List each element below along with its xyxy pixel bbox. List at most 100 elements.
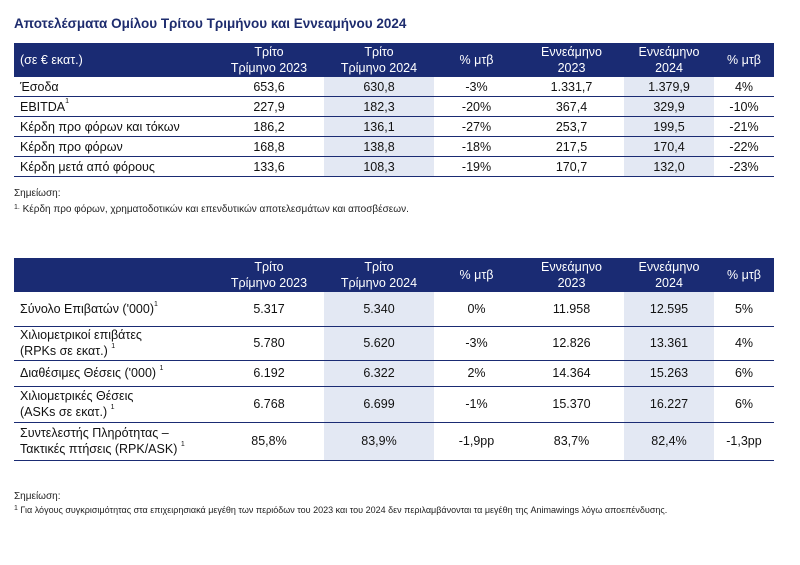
cell-value: 5.620 (324, 326, 434, 361)
column-header: % μτβ (714, 258, 774, 292)
cell-value: 133,6 (214, 156, 324, 177)
cell-value: 83,7% (519, 422, 624, 461)
column-header: % μτβ (434, 43, 519, 77)
cell-value: -22% (714, 136, 774, 157)
column-header-unit (14, 258, 214, 292)
cell-value: 168,8 (214, 136, 324, 157)
cell-value: 199,5 (624, 116, 714, 137)
table-row: Έσοδα 653,6 630,8 -3% 1.331,7 1.379,9 4% (14, 77, 774, 97)
row-label: Χιλιομετρικές Θέσεις (ASKs σε εκατ.) 1 (14, 386, 214, 423)
cell-value: 186,2 (214, 116, 324, 137)
row-label: Κέρδη προ φόρων (14, 136, 214, 157)
cell-value: 108,3 (324, 156, 434, 177)
cell-value: -20% (434, 96, 519, 117)
cell-value: 227,9 (214, 96, 324, 117)
table-row: Χιλιομετρικές Θέσεις (ASKs σε εκατ.) 1 6.7… (14, 386, 774, 423)
cell-value: -3% (434, 77, 519, 97)
row-label-text: EBITDA (20, 99, 66, 114)
footnote-text: Για λόγους συγκρισιμότητας στα επιχειρησ… (20, 505, 668, 515)
cell-value: 6% (714, 360, 774, 387)
row-label: Διαθέσιμες Θέσεις ('000) 1 (14, 360, 214, 387)
cell-value: 6.699 (324, 386, 434, 423)
cell-value: 12.595 (624, 292, 714, 327)
note-title: Σημείωση: (14, 491, 61, 502)
row-label-text: Συντελεστής Πληρότητας – Τακτικές πτήσεις… (20, 426, 181, 456)
footnote-marker: 1 (14, 505, 18, 512)
row-label: Χιλιομετρικοί επιβάτες (RPKs σε εκατ.) 1 (14, 326, 214, 361)
note-title: Σημείωση: (14, 188, 61, 199)
cell-value: 329,9 (624, 96, 714, 117)
cell-value: 82,4% (624, 422, 714, 461)
cell-value: 1.379,9 (624, 77, 714, 97)
cell-value: 15.370 (519, 386, 624, 423)
row-label-text: Κέρδη προ φόρων (20, 139, 123, 154)
cell-value: 5.317 (214, 292, 324, 327)
cell-value: 170,4 (624, 136, 714, 157)
table-row: Διαθέσιμες Θέσεις ('000) 1 6.192 6.322 2% 14… (14, 360, 774, 387)
row-label-text: Διαθέσιμες Θέσεις ('000) (20, 366, 160, 380)
traffic-table: Τρίτο Τρίμηνο 2023 Τρίτο Τρίμηνο 2024% μτβ Ε… (14, 258, 774, 461)
cell-value: 16.227 (624, 386, 714, 423)
cell-value: 4% (714, 77, 774, 97)
cell-value: 367,4 (519, 96, 624, 117)
cell-value: 5.780 (214, 326, 324, 361)
cell-value: -19% (434, 156, 519, 177)
cell-value: 5.340 (324, 292, 434, 327)
footnote-marker: 1 (65, 97, 70, 105)
column-header: Εννεάμηνο 2023 (519, 258, 624, 292)
footnote-marker: 1 (110, 404, 115, 411)
footnote-text: Κέρδη προ φόρων, χρηματοδοτικών και επεν… (22, 204, 409, 215)
table-row: Σύνολο Επιβατών ('000)1 5.317 5.340 0% 11.95… (14, 292, 774, 327)
cell-value: 6.322 (324, 360, 434, 387)
row-label-text: Έσοδα (20, 79, 59, 94)
footnote-marker: 1 (153, 300, 158, 308)
row-label: Σύνολο Επιβατών ('000)1 (14, 292, 214, 327)
row-label-text: Χιλιομετρικοί επιβάτες (RPKs σε εκατ.) (20, 328, 142, 358)
cell-value: -18% (434, 136, 519, 157)
results-table: (σε € εκατ.) Τρίτο Τρίμηνο 2023 Τρίτο Τρίμην… (14, 43, 774, 177)
cell-value: 6.192 (214, 360, 324, 387)
cell-value: -23% (714, 156, 774, 177)
table-header-row: Τρίτο Τρίμηνο 2023 Τρίτο Τρίμηνο 2024% μτβ Ε… (14, 258, 774, 292)
row-label-text: Σύνολο Επιβατών ('000) (20, 301, 154, 316)
column-header: Τρίτο Τρίμηνο 2023 (214, 258, 324, 292)
cell-value: 12.826 (519, 326, 624, 361)
cell-value: 136,1 (324, 116, 434, 137)
cell-value: 5% (714, 292, 774, 327)
cell-value: -3% (434, 326, 519, 361)
row-label-text: Κέρδη μετά από φόρους (20, 159, 155, 174)
table-row: Κέρδη προ φόρων και τόκων 186,2 136,1 -27% 2… (14, 116, 774, 137)
cell-value: 653,6 (214, 77, 324, 97)
column-header: % μτβ (714, 43, 774, 77)
cell-value: 138,8 (324, 136, 434, 157)
cell-value: -21% (714, 116, 774, 137)
column-header: Εννεάμηνο 2024 (624, 258, 714, 292)
row-label-text: Κέρδη προ φόρων και τόκων (20, 119, 180, 134)
cell-value: 2% (434, 360, 519, 387)
cell-value: 85,8% (214, 422, 324, 461)
cell-value: 630,8 (324, 77, 434, 97)
column-header: % μτβ (434, 258, 519, 292)
footnote-marker: 1. (14, 204, 20, 211)
table-header-row: (σε € εκατ.) Τρίτο Τρίμηνο 2023 Τρίτο Τρίμην… (14, 43, 774, 77)
footnote-marker: 1 (159, 365, 164, 372)
cell-value: -10% (714, 96, 774, 117)
cell-value: 4% (714, 326, 774, 361)
footnote: 1. Κέρδη προ φόρων, χρηματοδοτικών και ε… (14, 204, 409, 215)
table-row: EBITDA1 227,9 182,3 -20% 367,4 329,9 -10% (14, 96, 774, 117)
cell-value: 1.331,7 (519, 77, 624, 97)
cell-value: 15.263 (624, 360, 714, 387)
cell-value: 253,7 (519, 116, 624, 137)
cell-value: 217,5 (519, 136, 624, 157)
footnote-marker: 1 (111, 343, 116, 350)
cell-value: 6.768 (214, 386, 324, 423)
cell-value: 11.958 (519, 292, 624, 327)
column-header: Εννεάμηνο 2024 (624, 43, 714, 77)
cell-value: 13.361 (624, 326, 714, 361)
cell-value: 6% (714, 386, 774, 423)
column-header: Τρίτο Τρίμηνο 2023 (214, 43, 324, 77)
row-label: Συντελεστής Πληρότητας – Τακτικές πτήσεις… (14, 422, 214, 461)
column-header: Τρίτο Τρίμηνο 2024 (324, 43, 434, 77)
row-label: EBITDA1 (14, 96, 214, 117)
